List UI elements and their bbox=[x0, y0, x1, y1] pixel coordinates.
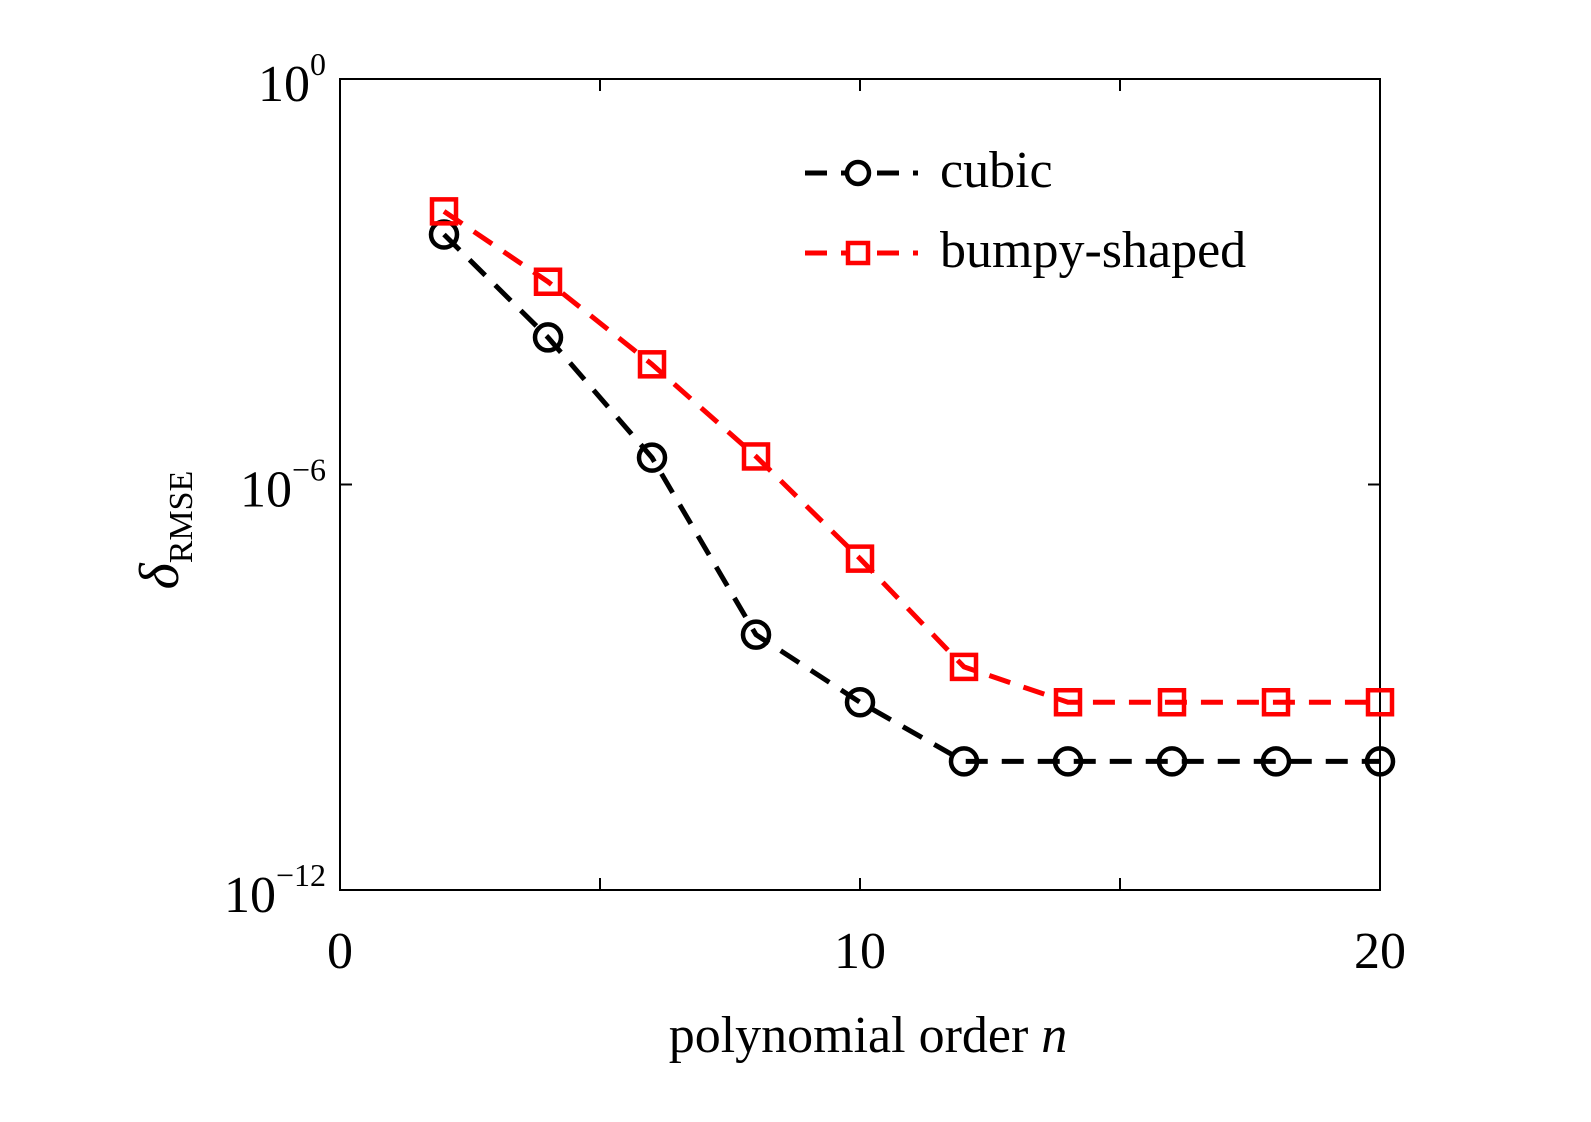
data-point-bumpy-shaped bbox=[741, 442, 771, 471]
data-point-bumpy-shaped bbox=[949, 652, 979, 682]
data-point-cubic bbox=[636, 442, 668, 473]
x-tick-label: 10 bbox=[834, 923, 886, 980]
axes-box bbox=[339, 78, 1381, 891]
x-tick-label: 20 bbox=[1354, 923, 1406, 980]
data-point-cubic bbox=[532, 322, 564, 353]
data-point-cubic bbox=[1052, 746, 1084, 777]
tick-labels: 0 10 20 100 10−6 10−12 bbox=[224, 46, 1406, 980]
legend-label-bumpy-shaped: bumpy-shaped bbox=[940, 222, 1246, 279]
data-point-bumpy-shaped bbox=[429, 197, 459, 226]
axis-ticks bbox=[339, 78, 1381, 891]
y-tick-label: 10−12 bbox=[224, 857, 326, 924]
data-point-bumpy-shaped bbox=[1365, 687, 1395, 717]
data-point-bumpy-shaped bbox=[533, 267, 563, 296]
y-axis-title: δRMSE bbox=[129, 471, 200, 590]
data-point-cubic bbox=[740, 619, 772, 650]
legend-marker-cubic bbox=[844, 159, 872, 187]
series-bumpy-shaped bbox=[429, 197, 1395, 717]
x-tick-label: 0 bbox=[327, 923, 353, 980]
data-point-bumpy-shaped bbox=[1157, 687, 1187, 717]
data-point-bumpy-shaped bbox=[637, 350, 667, 379]
data-point-cubic bbox=[948, 746, 980, 777]
legend: cubic bumpy-shaped bbox=[805, 142, 1246, 279]
data-point-bumpy-shaped bbox=[1261, 687, 1291, 717]
legend-entry-bumpy-shaped: bumpy-shaped bbox=[805, 222, 1246, 279]
data-point-cubic bbox=[1260, 746, 1292, 777]
data-point-cubic bbox=[1156, 746, 1188, 777]
y-tick-label: 100 bbox=[258, 46, 326, 113]
series-cubic bbox=[428, 219, 1396, 777]
plot-area bbox=[339, 78, 1381, 891]
x-axis-title: polynomial order n bbox=[669, 1007, 1068, 1064]
data-point-cubic bbox=[844, 686, 876, 718]
data-point-bumpy-shaped bbox=[845, 544, 875, 573]
series-layer bbox=[428, 197, 1396, 777]
y-tick-label: 10−6 bbox=[240, 452, 326, 519]
legend-label-cubic: cubic bbox=[940, 142, 1053, 199]
legend-marker-bumpy-shaped bbox=[845, 240, 871, 266]
legend-entry-cubic: cubic bbox=[805, 142, 1053, 199]
series-line-cubic bbox=[442, 232, 1380, 764]
data-point-cubic bbox=[1364, 746, 1396, 777]
data-point-bumpy-shaped bbox=[1053, 687, 1083, 717]
series-line-bumpy-shaped bbox=[442, 209, 1380, 705]
